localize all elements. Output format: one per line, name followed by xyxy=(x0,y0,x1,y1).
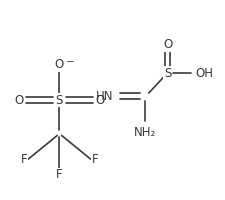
Text: O: O xyxy=(162,38,171,51)
Text: S: S xyxy=(56,94,63,106)
Text: O: O xyxy=(54,58,64,71)
Text: S: S xyxy=(163,67,171,80)
Text: O: O xyxy=(94,94,104,106)
Text: OH: OH xyxy=(195,67,213,80)
Text: F: F xyxy=(20,153,27,166)
Text: F: F xyxy=(56,168,63,181)
Text: −: − xyxy=(65,57,74,67)
Text: O: O xyxy=(15,94,24,106)
Text: HN: HN xyxy=(95,90,112,103)
Text: F: F xyxy=(91,153,98,166)
Text: NH₂: NH₂ xyxy=(134,126,156,139)
